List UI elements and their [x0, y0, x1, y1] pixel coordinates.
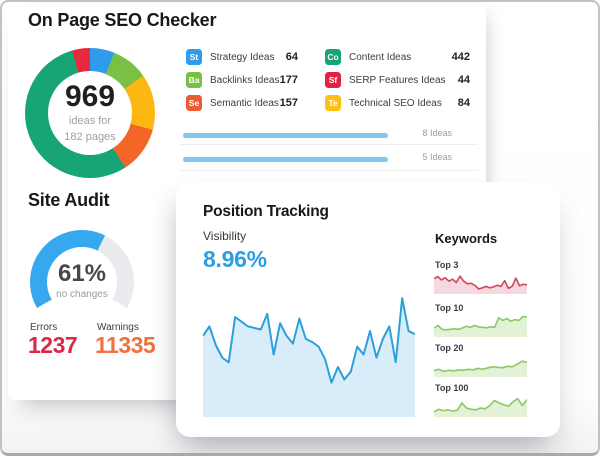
idea-count: 44	[457, 74, 470, 86]
ideas-donut-chart: 969 ideas for 182 pages	[25, 48, 155, 178]
site-health-gauge: 61% no changes	[30, 230, 134, 334]
warnings-label: Warnings	[97, 322, 139, 333]
keywords-title: Keywords	[435, 231, 498, 246]
errors-value: 1237	[28, 332, 78, 358]
site-audit-title: Site Audit	[28, 190, 110, 210]
divider	[180, 170, 478, 171]
idea-row-serp-features: Sf SERP Features Ideas 44	[325, 72, 470, 88]
progress-fill	[183, 157, 389, 162]
warnings-value: 11335	[95, 332, 156, 358]
top10-sparkline	[434, 314, 527, 337]
backlinks-ideas-icon: Ba	[186, 72, 202, 88]
progress-fill	[183, 133, 389, 138]
idea-label: Content Ideas	[349, 51, 412, 63]
position-tracking-title: Position Tracking	[203, 203, 329, 220]
idea-label: Technical SEO Ideas	[349, 97, 442, 109]
onpage-seo-checker-title: On Page SEO Checker	[28, 10, 217, 30]
position-tracking-card: Position Tracking Visibility 8.96% Keywo…	[176, 182, 560, 437]
idea-count: 157	[279, 97, 298, 109]
idea-label: SERP Features Ideas	[349, 74, 446, 86]
idea-row-content: Co Content Ideas 442	[325, 49, 470, 65]
top100-sparkline	[434, 394, 527, 417]
gauge-text: 61% no changes	[30, 260, 134, 301]
donut-center: 969 ideas for 182 pages	[48, 71, 132, 155]
divider	[180, 144, 478, 145]
site-health-value: 61%	[57, 260, 107, 287]
idea-row-semantic: Se Semantic Ideas 157	[186, 95, 298, 111]
content-ideas-icon: Co	[325, 49, 341, 65]
semantic-ideas-icon: Se	[186, 95, 202, 111]
top100-label: Top 100	[435, 383, 469, 393]
idea-label: Strategy Ideas	[210, 51, 275, 63]
top3-sparkline	[434, 271, 527, 294]
idea-progress-bar-1	[183, 133, 453, 138]
errors-label: Errors	[30, 322, 58, 333]
ideas-total-count: 969	[64, 79, 116, 113]
idea-progress-bar-2	[183, 157, 453, 162]
top20-label: Top 20	[435, 343, 464, 353]
top20-sparkline	[434, 354, 527, 377]
top10-label: Top 10	[435, 303, 464, 313]
pages-count-label: 182 pages	[64, 131, 116, 143]
serp-features-ideas-icon: Sf	[325, 72, 341, 88]
idea-count: 442	[451, 51, 470, 63]
idea-count: 64	[285, 51, 298, 63]
idea-count: 177	[279, 74, 298, 86]
strategy-ideas-icon: St	[186, 49, 202, 65]
idea-label: Backlinks Ideas	[210, 74, 280, 86]
idea-label: Semantic Ideas	[210, 97, 279, 109]
visibility-value: 8.96%	[203, 246, 267, 272]
visibility-label: Visibility	[203, 229, 247, 243]
progress-label-1: 8 Ideas	[422, 128, 452, 138]
gauge-hole	[47, 247, 117, 317]
site-health-sublabel: no changes	[56, 289, 108, 300]
progress-label-2: 5 Ideas	[422, 152, 452, 162]
idea-row-technical-seo: Te Technical SEO Ideas 84	[325, 95, 470, 111]
idea-row-strategy: St Strategy Ideas 64	[186, 49, 298, 65]
technical-seo-ideas-icon: Te	[325, 95, 341, 111]
top3-label: Top 3	[435, 260, 459, 270]
idea-count: 84	[457, 97, 470, 109]
ideas-for-label: ideas for	[68, 114, 112, 127]
idea-row-backlinks: Ba Backlinks Ideas 177	[186, 72, 298, 88]
visibility-area-chart	[203, 292, 415, 417]
